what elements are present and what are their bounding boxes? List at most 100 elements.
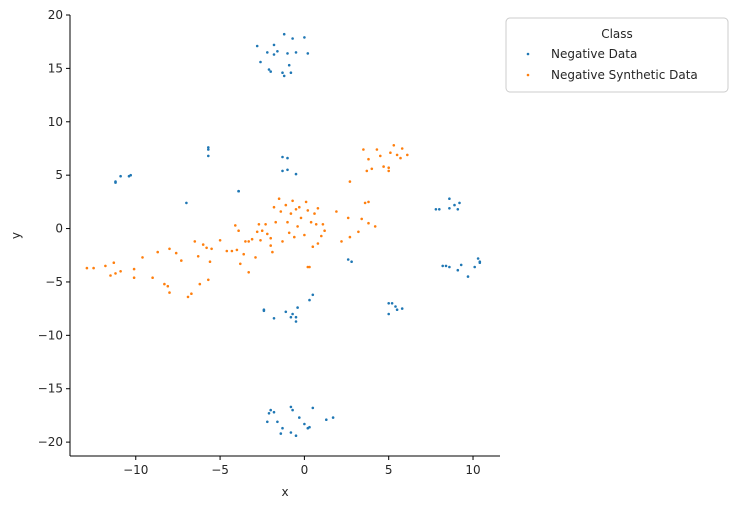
data-point <box>267 68 271 71</box>
data-point <box>247 240 250 243</box>
data-point <box>186 295 190 299</box>
data-point <box>129 173 132 177</box>
data-point <box>313 212 316 215</box>
axes: −10 −5 0 5 10 −20 −15 −10 −5 0 5 10 15 20 x y <box>9 8 500 499</box>
data-point <box>193 240 197 243</box>
y-tick-label: 5 <box>55 168 63 182</box>
data-point <box>272 205 276 209</box>
data-point <box>259 239 262 242</box>
data-point <box>360 217 364 221</box>
data-point <box>335 210 338 213</box>
data-point <box>289 315 293 319</box>
data-point <box>266 420 269 424</box>
y-tick-label: 15 <box>48 61 63 75</box>
data-point <box>320 234 323 238</box>
data-point <box>239 262 242 266</box>
data-point <box>294 434 298 438</box>
y-tick-label: −15 <box>38 382 63 396</box>
data-point <box>340 240 343 243</box>
data-point <box>279 432 283 435</box>
data-point <box>311 245 315 248</box>
data-point <box>293 235 296 239</box>
data-point <box>242 252 245 256</box>
data-point <box>269 236 273 240</box>
data-point <box>284 203 288 207</box>
data-point <box>279 210 283 213</box>
legend-label-negative-data: Negative Data <box>551 47 637 61</box>
data-point <box>168 247 171 251</box>
y-tick-label: −5 <box>45 275 63 289</box>
data-point <box>303 36 306 39</box>
data-point <box>365 169 369 173</box>
data-point <box>478 261 482 265</box>
data-point <box>119 174 122 178</box>
data-point <box>272 410 276 414</box>
data-point <box>323 229 326 232</box>
data-point <box>379 154 382 158</box>
data-point <box>308 425 311 429</box>
data-point <box>291 199 294 203</box>
data-point <box>289 431 293 434</box>
data-point <box>259 60 262 64</box>
data-point <box>298 416 301 419</box>
data-point <box>269 408 273 412</box>
data-point <box>444 264 448 268</box>
data-point <box>267 412 271 415</box>
series-negative-data <box>114 32 482 438</box>
data-point <box>387 169 391 173</box>
data-point <box>282 32 286 36</box>
data-point <box>363 201 367 205</box>
data-point <box>109 274 112 277</box>
data-point <box>281 240 284 243</box>
data-point <box>112 261 116 265</box>
data-point <box>257 223 261 226</box>
data-point <box>254 256 257 259</box>
data-point <box>294 208 298 211</box>
y-axis-label: y <box>9 232 23 239</box>
x-tick-label: 0 <box>301 463 309 477</box>
data-point <box>234 224 237 227</box>
data-point <box>281 426 284 430</box>
data-point <box>255 230 259 234</box>
data-point <box>400 147 404 150</box>
data-point <box>294 320 298 323</box>
data-point <box>306 52 310 55</box>
data-point <box>166 284 170 288</box>
data-point <box>119 270 122 273</box>
data-point <box>370 167 374 171</box>
data-point <box>400 307 404 310</box>
data-point <box>156 250 159 254</box>
data-point <box>453 203 456 207</box>
data-point <box>299 216 303 220</box>
data-point <box>276 50 279 53</box>
data-point <box>298 205 301 209</box>
data-point <box>287 63 291 67</box>
data-point <box>260 229 264 232</box>
data-point <box>291 37 294 40</box>
data-point <box>294 51 298 54</box>
data-point <box>346 258 350 261</box>
data-point <box>306 209 310 212</box>
data-point <box>230 249 234 253</box>
data-point <box>350 260 353 264</box>
data-point <box>201 243 205 246</box>
data-point <box>286 168 289 172</box>
data-point <box>316 242 320 245</box>
y-tick-label: −20 <box>38 435 63 449</box>
data-point <box>473 265 477 269</box>
data-point <box>387 312 391 316</box>
data-point <box>132 267 136 271</box>
data-point <box>321 223 325 226</box>
data-point <box>262 309 266 313</box>
data-point <box>286 52 289 55</box>
data-point <box>438 208 441 211</box>
legend: Class Negative Data Negative Synthetic D… <box>505 17 729 93</box>
legend-frame <box>505 17 729 93</box>
data-point <box>291 408 294 412</box>
data-point <box>287 231 291 235</box>
data-point <box>304 200 308 204</box>
data-point <box>308 298 311 302</box>
data-point <box>448 197 451 200</box>
data-point <box>205 246 208 250</box>
data-point <box>392 144 396 147</box>
